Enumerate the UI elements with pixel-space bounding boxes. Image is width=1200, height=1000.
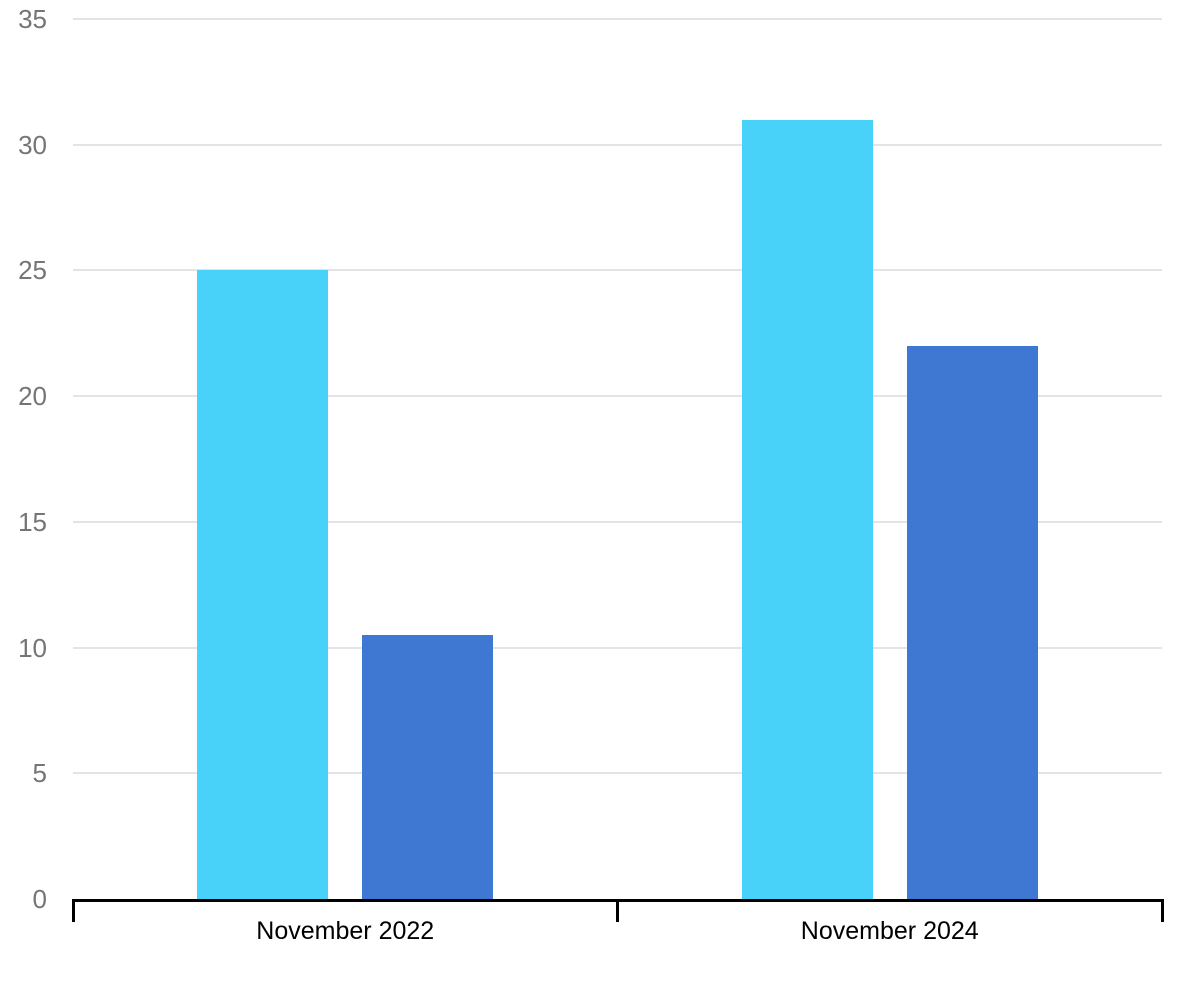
y-axis-tick-label: 35 <box>18 4 47 34</box>
gridline <box>73 269 1162 272</box>
y-axis-tick-label: 0 <box>32 884 47 914</box>
bar-series-1-1[interactable] <box>197 270 329 899</box>
gridline <box>73 520 1162 523</box>
y-axis-tick-label: 30 <box>18 129 47 160</box>
x-axis-tick <box>616 899 619 922</box>
bar-series-2-1[interactable] <box>362 635 494 899</box>
x-axis-category-label: November 2022 <box>256 917 435 945</box>
x-axis-tick <box>1160 899 1164 922</box>
y-axis-tick-label: 20 <box>18 381 47 412</box>
x-axis-category-label: November 2024 <box>800 917 979 945</box>
y-axis-tick-label: 10 <box>18 632 47 663</box>
x-axis-tick <box>71 899 75 922</box>
bar-series-2-2[interactable] <box>906 345 1038 899</box>
gridline <box>73 143 1162 146</box>
y-axis-tick-label: 5 <box>32 758 47 789</box>
y-axis-tick-label: 15 <box>18 506 47 537</box>
y-axis-tick-label: 25 <box>18 255 47 286</box>
gridline <box>73 646 1162 649</box>
bar-series-1-2[interactable] <box>741 119 873 899</box>
gridline <box>73 772 1162 775</box>
gridline <box>73 18 1162 20</box>
gridline <box>73 395 1162 398</box>
